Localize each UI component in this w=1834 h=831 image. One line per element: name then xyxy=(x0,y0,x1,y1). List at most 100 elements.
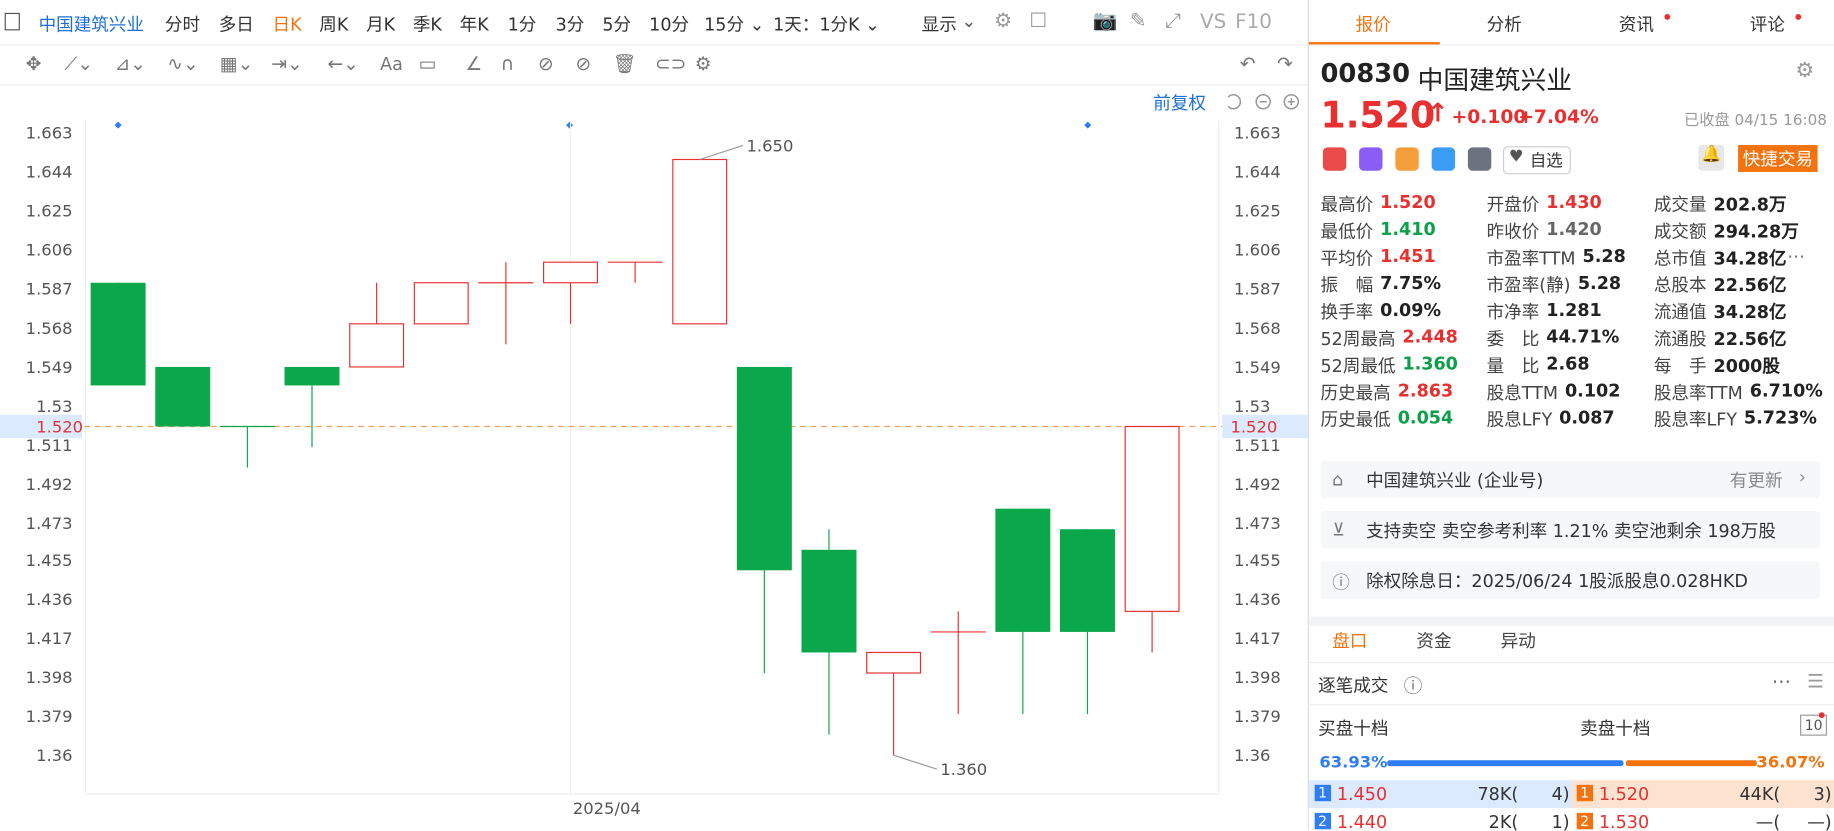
toolbar-icon[interactable]: ⤢ xyxy=(1164,9,1181,33)
stat-value: 1.420 xyxy=(1546,218,1602,240)
stat-label: 市盈率TTM xyxy=(1486,247,1576,270)
sub-tab[interactable]: 资金 xyxy=(1416,630,1452,652)
stat-label: 开盘价 xyxy=(1486,194,1540,216)
y-tick-label: 1.606 xyxy=(26,241,73,260)
toolbar-icon[interactable]: ☐ xyxy=(1029,9,1048,33)
stat-label: 52周最低 xyxy=(1320,355,1396,377)
quick-icon[interactable] xyxy=(1467,147,1492,171)
settings-icon[interactable]: ⚙ xyxy=(1795,58,1815,84)
draw-tool[interactable]: ▭ xyxy=(418,52,437,75)
stat-value: 34.28亿 xyxy=(1713,247,1787,270)
y-tick-label: 1.398 xyxy=(26,668,73,687)
y-tick-label: 1.436 xyxy=(26,590,73,609)
draw-tool[interactable]: ⊿⌄ xyxy=(114,52,146,75)
price-label-bg xyxy=(0,414,82,439)
draw-tool[interactable]: ⊘ xyxy=(538,52,554,75)
sell-pct: 36.07% xyxy=(1756,753,1825,772)
draw-tool[interactable]: ✥ xyxy=(25,52,42,75)
quick-icon[interactable] xyxy=(1431,147,1456,171)
buy-bar xyxy=(1387,760,1624,767)
draw-tool[interactable]: 🗑 xyxy=(612,52,637,75)
info-text: 支持卖空 卖空参考利率 1.21% 卖空池剩余 198万股 xyxy=(1366,520,1776,542)
bell[interactable]: 🔔 xyxy=(1698,145,1725,171)
stat-label: 52周最高 xyxy=(1320,328,1396,350)
ask-bg xyxy=(1571,780,1834,809)
period-tab[interactable]: 10分 xyxy=(649,14,690,36)
toolbar-icon[interactable]: ✎ xyxy=(1129,9,1147,33)
period-tab[interactable]: 年K xyxy=(459,14,489,36)
stock-name[interactable]: 中国建筑兴业 xyxy=(38,14,144,36)
vs-button[interactable]: VS xyxy=(1200,10,1227,34)
toolbar-icon[interactable]: ⚙ xyxy=(994,9,1013,33)
red-dot xyxy=(1795,14,1802,20)
trade-button[interactable]: 快捷交易 xyxy=(1738,145,1818,172)
y-tick-label: 1.492 xyxy=(1234,475,1281,494)
draw-tool[interactable]: ∿⌄ xyxy=(167,52,199,75)
quick-icon[interactable] xyxy=(1322,147,1347,171)
chart-icons xyxy=(1227,93,1300,110)
y-tick-label: 1.455 xyxy=(26,551,73,570)
info-row[interactable] xyxy=(1320,511,1820,549)
y-tick-label: 1.473 xyxy=(1234,514,1281,533)
stat-label: 历史最低 xyxy=(1320,409,1391,431)
period-tab[interactable]: 1天：1分K ⌄ xyxy=(773,14,880,36)
draw-tool[interactable]: ▦⌄ xyxy=(219,52,254,75)
chevron: › xyxy=(1798,466,1806,488)
period-tab[interactable]: 分时 xyxy=(164,14,201,36)
candle-body xyxy=(349,323,405,368)
panel-tab[interactable]: 分析 xyxy=(1486,14,1522,36)
draw-tool[interactable]: ⟋⌄ xyxy=(64,52,94,75)
y-tick-label: 1.644 xyxy=(26,163,73,182)
draw-tool[interactable]: ↷ xyxy=(1277,52,1293,75)
annotation-leader xyxy=(699,144,744,161)
draw-tool[interactable]: ∩ xyxy=(500,52,515,75)
buy-pct: 63.93% xyxy=(1319,753,1388,772)
draw-tool[interactable]: ⊘ xyxy=(575,52,592,75)
bid-count: 1) xyxy=(1551,811,1570,831)
sub-tab[interactable]: 盘口 xyxy=(1332,630,1368,652)
info-row[interactable] xyxy=(1320,460,1820,499)
quick-icon[interactable] xyxy=(1359,147,1383,171)
period-tab[interactable]: 季K xyxy=(412,14,442,36)
panel-tab[interactable]: 报价 xyxy=(1355,14,1391,36)
period-tab[interactable]: 15分 ⌄ xyxy=(704,14,765,36)
period-tab[interactable]: 周K xyxy=(319,14,349,36)
stat-value: 5.28 xyxy=(1577,272,1622,294)
candle-body xyxy=(413,282,469,325)
draw-tool[interactable]: ∠ xyxy=(465,52,483,75)
stat-value: 5.28 xyxy=(1582,245,1626,267)
change-pct: +7.04% xyxy=(1518,105,1599,128)
draw-tool[interactable]: ⇥⌄ xyxy=(271,52,303,75)
draw-tool[interactable]: ⚙ xyxy=(694,52,712,75)
period-tab[interactable]: 多日 xyxy=(218,14,254,36)
draw-tool[interactable]: Aa xyxy=(380,53,403,75)
y-tick-label: 1.417 xyxy=(1234,629,1281,648)
quick-icon[interactable] xyxy=(1395,147,1419,171)
adjust-label: 前复权 xyxy=(1153,94,1206,114)
levels-badge[interactable]: 10 xyxy=(1800,714,1828,736)
watch-button[interactable]: 自选 xyxy=(1502,146,1571,175)
f10-button[interactable]: F10 xyxy=(1235,10,1272,34)
ask-level: 2 xyxy=(1576,812,1593,830)
period-tab[interactable]: 1分 xyxy=(507,14,537,36)
period-tab[interactable]: 日K xyxy=(272,14,302,36)
info-row[interactable] xyxy=(1320,561,1820,599)
stat-value: 5.723% xyxy=(1743,407,1818,429)
draw-tool[interactable]: ↶ xyxy=(1239,52,1256,75)
panel-tab[interactable]: 评论 xyxy=(1749,14,1785,36)
display-menu[interactable]: 显示 xyxy=(921,14,957,36)
price: 1.520 xyxy=(1320,94,1436,137)
stat-value: 2.448 xyxy=(1402,326,1458,348)
panel-tab[interactable]: 资讯 xyxy=(1618,14,1654,36)
period-tab[interactable]: 3分 xyxy=(555,14,585,36)
stat-label: 昨收价 xyxy=(1486,221,1540,243)
draw-tool[interactable]: ←⌄ xyxy=(327,52,359,75)
sell-title: 卖盘十档 xyxy=(1580,718,1651,740)
y-tick-label: 1.417 xyxy=(26,629,73,648)
period-tab[interactable]: 月K xyxy=(366,14,396,36)
sub-tab[interactable]: 异动 xyxy=(1500,630,1536,652)
draw-tool[interactable]: ⊂⊃ xyxy=(654,52,687,75)
y-tick-label: 1.511 xyxy=(1234,436,1281,455)
period-tab[interactable]: 5分 xyxy=(602,14,632,36)
toolbar-icon[interactable]: 📷 xyxy=(1092,9,1118,33)
